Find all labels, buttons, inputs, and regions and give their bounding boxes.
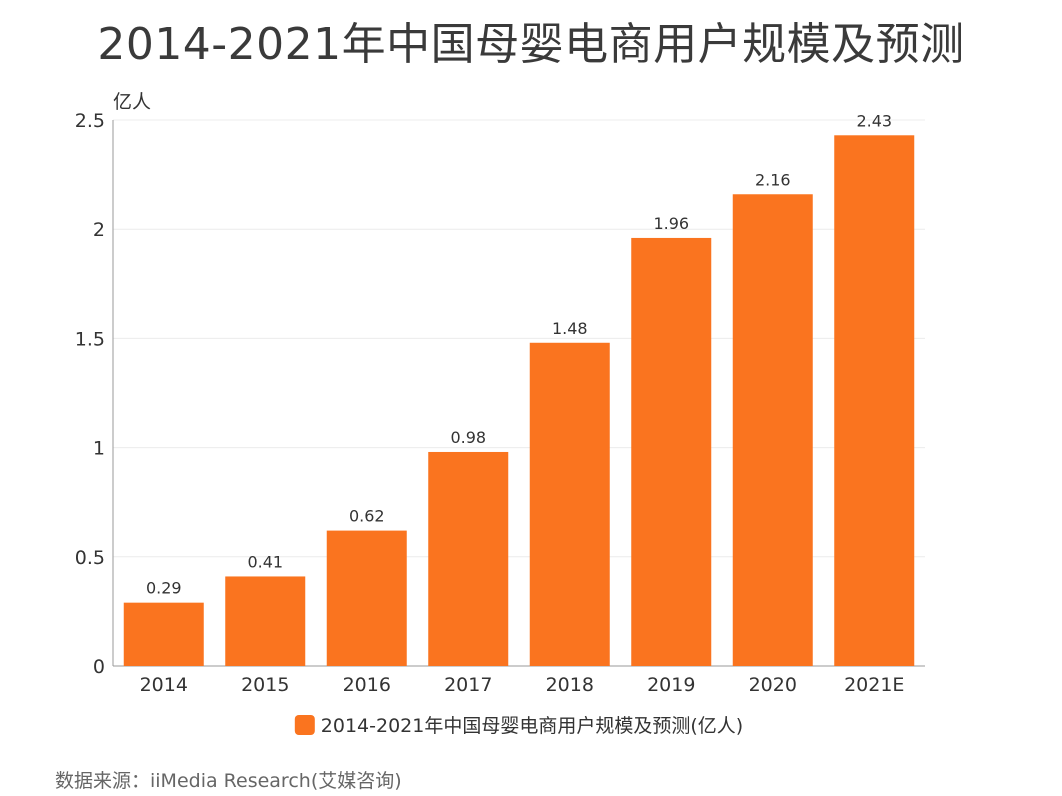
y-axis-unit-label: 亿人: [113, 91, 151, 113]
y-tick-label: 0.5: [75, 547, 105, 569]
bar-value-label: 0.29: [146, 579, 182, 598]
bar-value-label: 2.43: [856, 111, 892, 130]
legend-label: 2014-2021年中国母婴电商用户规模及预测(亿人): [321, 715, 743, 737]
x-tick-label: 2017: [444, 674, 492, 696]
bar: [428, 451, 509, 666]
x-tick-label: 2019: [647, 674, 695, 696]
x-tick-label: 2015: [241, 674, 289, 696]
y-tick-label: 1: [93, 438, 105, 460]
source-note: 数据来源：iiMedia Research(艾媒咨询): [55, 770, 402, 792]
x-tick-label: 2018: [546, 674, 594, 696]
bar-value-label: 0.41: [247, 552, 283, 571]
y-tick-label: 2: [93, 219, 105, 241]
bar-value-label: 1.96: [653, 214, 689, 233]
x-tick-label: 2016: [343, 674, 391, 696]
x-tick-label: 2020: [749, 674, 797, 696]
chart-title: 2014-2021年中国母婴电商用户规模及预测: [97, 19, 965, 70]
bar: [631, 237, 712, 666]
x-tick-label: 2021E: [844, 674, 904, 696]
bar-value-label: 0.98: [450, 428, 486, 447]
legend-swatch: [294, 715, 315, 735]
bar-value-label: 0.62: [349, 507, 385, 526]
y-tick-label: 1.5: [75, 328, 105, 350]
bar-value-label: 2.16: [755, 170, 791, 189]
bar: [326, 530, 407, 666]
bar-value-label: 1.48: [552, 319, 588, 338]
bar: [225, 576, 306, 666]
bar: [834, 135, 915, 667]
y-tick-label: 2.5: [75, 110, 105, 132]
bar: [529, 342, 610, 666]
bar: [123, 602, 204, 666]
y-tick-label: 0: [93, 656, 105, 678]
bar: [732, 194, 813, 667]
x-tick-label: 2014: [140, 674, 188, 696]
